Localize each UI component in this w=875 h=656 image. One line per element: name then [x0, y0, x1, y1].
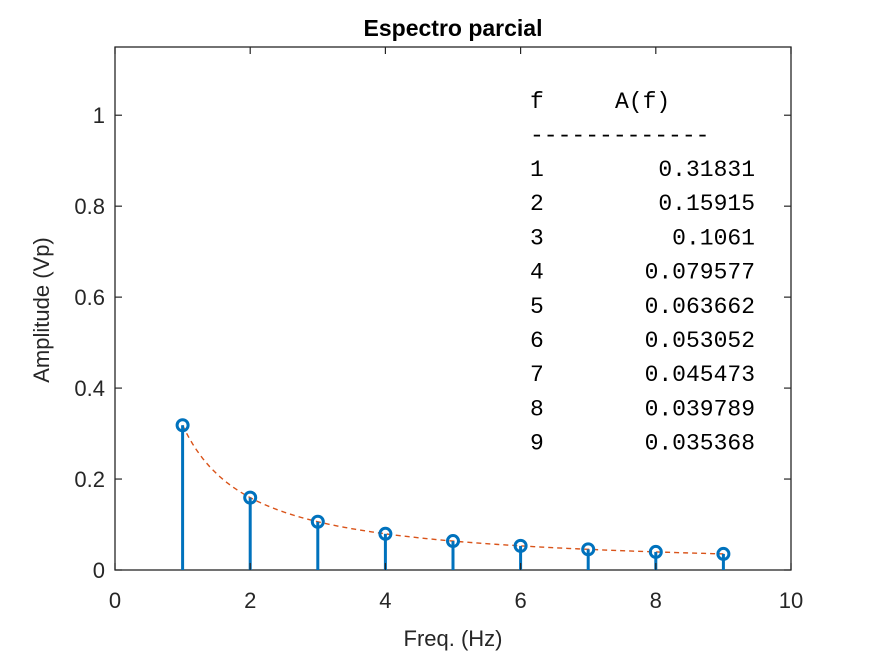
table-cell-f: 1: [530, 157, 544, 183]
table-cell-f: 6: [530, 328, 544, 354]
stem-marker: [648, 544, 663, 559]
x-tick-label: 4: [379, 588, 391, 613]
y-tick-label: 0.6: [74, 285, 105, 310]
table-cell-amplitude: 0.053052: [645, 328, 755, 354]
x-tick-label: 8: [650, 588, 662, 613]
x-tick-label: 2: [244, 588, 256, 613]
ticks-layer: 0 2 4 6 8 10 0 0.2 0.4 0.6 0.8 1: [74, 47, 803, 613]
stem-marker: [446, 534, 460, 549]
table-header-amplitude: A(f): [615, 89, 670, 115]
table-cell-f: 9: [530, 431, 544, 457]
x-tick-label: 10: [779, 588, 803, 613]
x-tick-label: 0: [109, 588, 121, 613]
table-cell-amplitude: 0.15915: [658, 191, 755, 217]
table-cell-amplitude: 0.063662: [645, 294, 755, 320]
table-cell-amplitude: 0.039789: [645, 396, 755, 422]
y-tick-label: 0: [93, 558, 105, 583]
y-tick-label: 0.4: [74, 376, 105, 401]
table-cell-f: 8: [530, 396, 544, 422]
stem-marker: [513, 538, 528, 553]
stem-marker: [243, 490, 258, 505]
chart-title: Espectro parcial: [364, 15, 543, 41]
stem-marker: [378, 526, 393, 541]
y-tick-label: 0.8: [74, 194, 105, 219]
table-header-f: f: [530, 89, 544, 115]
table-cell-amplitude: 0.31831: [658, 157, 755, 183]
stem-marker: [716, 546, 731, 561]
stem-marker: [581, 542, 596, 557]
table-cell-f: 4: [530, 260, 544, 286]
table-separator: -------------: [530, 123, 709, 149]
x-tick-label: 6: [514, 588, 526, 613]
table-cell-f: 7: [530, 362, 544, 388]
table-cell-amplitude: 0.079577: [645, 260, 755, 286]
table-cell-amplitude: 0.035368: [645, 431, 755, 457]
y-axis-label: Amplitude (Vp): [29, 237, 54, 383]
table-cell-f: 5: [530, 294, 544, 320]
table-cell-amplitude: 0.1061: [672, 225, 755, 251]
x-axis-label: Freq. (Hz): [404, 626, 503, 651]
table-cell-amplitude: 0.045473: [645, 362, 755, 388]
y-tick-label: 1: [93, 103, 105, 128]
table-cell-f: 2: [530, 191, 544, 217]
stem-marker: [310, 514, 325, 529]
stem-marker: [175, 418, 190, 433]
table-cell-f: 3: [530, 225, 544, 251]
y-tick-label: 0.2: [74, 467, 105, 492]
amplitude-table: f A(f) ------------- 1 0.31831 2 0.15915 3 0.106…: [530, 89, 755, 457]
